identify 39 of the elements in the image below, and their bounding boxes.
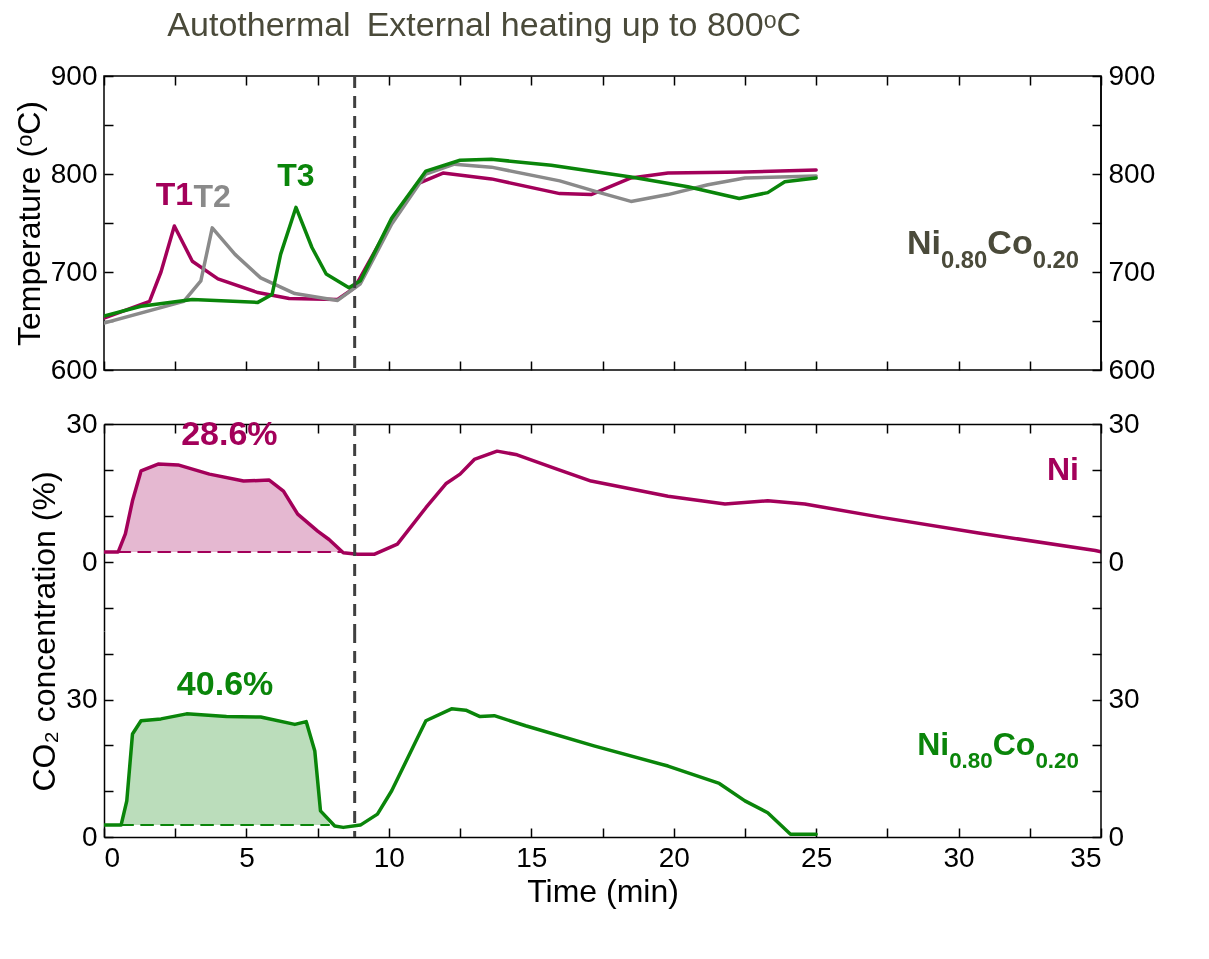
- text: Autothermal: [167, 5, 351, 43]
- y-tick-label: 30: [66, 683, 98, 715]
- y2-tick-label: 700: [1108, 255, 1156, 287]
- y2-tick-label: 0: [1108, 545, 1125, 577]
- text: Ni$_{0.80}$Co$_{0.20}$: [917, 726, 1079, 773]
- line-series: [104, 449, 1101, 556]
- series-label: Ni: [1047, 451, 1079, 487]
- y2-tick-label: 800: [1108, 157, 1156, 189]
- series-label: T2: [193, 177, 231, 214]
- y2-tick-label: 600: [1108, 353, 1156, 385]
- y-axis-title: CO₂ concentration (%): [26, 471, 63, 792]
- y-axis-title: Temperature (ᵒC): [10, 100, 47, 347]
- series-label: T3: [277, 157, 315, 194]
- text: External heating up to 800ᵒC: [366, 5, 802, 43]
- text: Ni$_{0.80}$Co$_{0.20}$: [907, 222, 1079, 273]
- x-tick-label: 20: [658, 841, 690, 873]
- x-tick-label: 0: [104, 841, 121, 873]
- y2-tick-label: 0: [1108, 820, 1125, 852]
- x-tick-label: 35: [1070, 841, 1102, 873]
- y-tick-label: 700: [50, 255, 98, 287]
- series-label: T1: [155, 175, 194, 212]
- x-tick-label: 30: [943, 841, 975, 873]
- annotation: 40.6%: [176, 663, 274, 702]
- y-tick-label: 0: [81, 820, 98, 852]
- x-tick-label: 15: [516, 841, 548, 873]
- y-tick-label: 30: [66, 407, 98, 439]
- y-tick-label: 600: [50, 353, 98, 385]
- y2-tick-label: 900: [1108, 59, 1156, 91]
- y2-tick-label: 30: [1108, 407, 1140, 439]
- line-series: [104, 707, 818, 836]
- x-tick-label: 10: [373, 841, 405, 873]
- y-tick-label: 900: [50, 59, 98, 91]
- x-axis-title: Time (min): [527, 872, 679, 909]
- y2-tick-label: 30: [1108, 683, 1140, 715]
- x-tick-label: 25: [801, 841, 833, 873]
- x-tick-label: 5: [239, 841, 255, 873]
- y-tick-label: 800: [50, 157, 98, 189]
- y-tick-label: 0: [81, 545, 98, 577]
- annotation: 28.6%: [181, 414, 278, 453]
